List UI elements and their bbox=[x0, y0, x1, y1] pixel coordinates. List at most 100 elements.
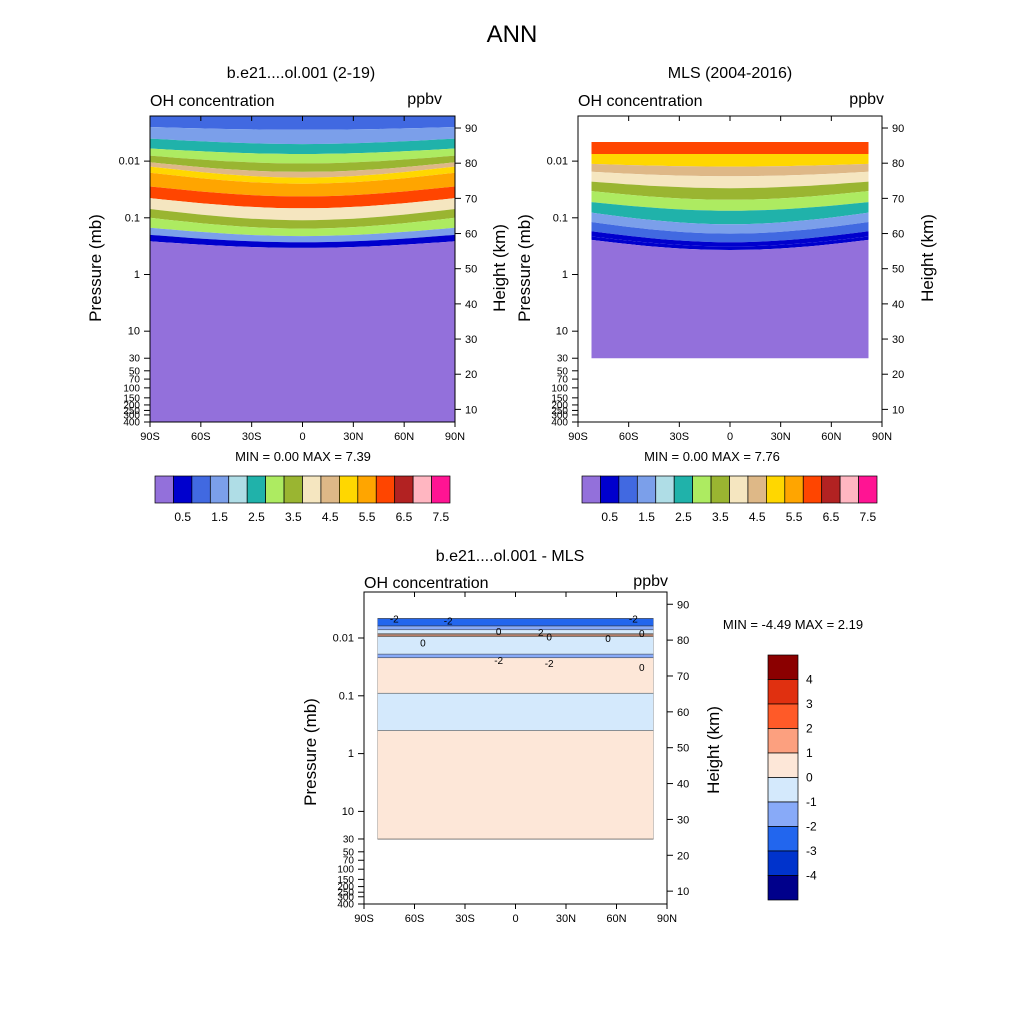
panel-obs-colorbar: 0.5 1.5 2.5 3.5 4.5 5.5 6.5 7.5 bbox=[581, 475, 878, 524]
pressure-tick-label: 1 bbox=[562, 269, 568, 281]
colorbar-swatch bbox=[767, 679, 799, 705]
colorbar-label: 6.5 bbox=[823, 510, 840, 524]
colorbar-swatch bbox=[246, 475, 266, 504]
colorbar-label: -4 bbox=[806, 869, 817, 883]
panel-model: b.e21....ol.001 (2-19) OH concentration … bbox=[86, 65, 509, 524]
colorbar-label: 7.5 bbox=[859, 510, 876, 524]
contour-band bbox=[150, 234, 455, 248]
contour-line-label: 0 bbox=[420, 639, 426, 650]
panel-model-left-label: OH concentration bbox=[150, 93, 275, 110]
contour-band bbox=[591, 222, 869, 243]
height-tick-label: 30 bbox=[677, 814, 689, 826]
colorbar-swatch bbox=[302, 475, 322, 504]
pressure-tick-label: 70 bbox=[343, 856, 355, 867]
panel-diff-left-label: OH concentration bbox=[364, 575, 489, 592]
lat-tick-label: 30S bbox=[455, 913, 475, 925]
colorbar-swatch bbox=[394, 475, 414, 504]
panel-obs-left-label: OH concentration bbox=[578, 93, 703, 110]
colorbar-swatch bbox=[375, 475, 396, 504]
contour-band bbox=[377, 730, 654, 840]
height-tick-label: 90 bbox=[465, 123, 477, 135]
contour-band bbox=[591, 236, 869, 250]
colorbar-swatch bbox=[209, 475, 230, 504]
contour-band bbox=[591, 163, 869, 177]
pressure-tick-label: 200 bbox=[337, 882, 354, 893]
pressure-tick-label: 1 bbox=[134, 269, 140, 281]
pressure-tick-label: 50 bbox=[343, 847, 355, 858]
pressure-tick-label: 50 bbox=[557, 366, 569, 377]
figure-title: ANN bbox=[487, 21, 538, 48]
contour-band bbox=[150, 172, 455, 197]
height-tick-label: 20 bbox=[465, 369, 477, 381]
contour-line-label: 0 bbox=[496, 627, 502, 638]
height-tick-label: 60 bbox=[465, 229, 477, 241]
pressure-tick-label: 300 bbox=[337, 892, 354, 903]
height-tick-label: 70 bbox=[465, 193, 477, 205]
colorbar-label: -3 bbox=[806, 844, 817, 858]
contour-line-label: 0 bbox=[639, 663, 645, 674]
contour-band bbox=[150, 127, 455, 145]
pressure-tick-label: 0.1 bbox=[553, 212, 568, 224]
height-tick-label: 80 bbox=[465, 158, 477, 170]
colorbar-swatch bbox=[357, 475, 377, 504]
contour-band bbox=[150, 209, 455, 229]
contour-line-label: -2 bbox=[390, 615, 399, 626]
colorbar-label: 4.5 bbox=[749, 510, 766, 524]
pressure-tick-label: 0.01 bbox=[547, 156, 568, 168]
pressure-tick-label: 250 bbox=[123, 406, 140, 417]
colorbar-label: 3.5 bbox=[285, 510, 302, 524]
panel-obs: MLS (2004-2016) OH concentration ppbv 0.… bbox=[515, 65, 937, 524]
pressure-tick-label: 100 bbox=[337, 865, 354, 876]
height-tick-label: 60 bbox=[677, 707, 689, 719]
lat-tick-label: 90N bbox=[657, 913, 677, 925]
pressure-tick-label: 400 bbox=[551, 418, 568, 429]
colorbar-label: 5.5 bbox=[359, 510, 376, 524]
pressure-tick-label: 50 bbox=[129, 366, 141, 377]
pressure-tick-label: 300 bbox=[551, 410, 568, 421]
height-tick-label: 50 bbox=[892, 264, 904, 276]
height-tick-label: 80 bbox=[677, 635, 689, 647]
panel-diff-minmax: MIN = -4.49 MAX = 2.19 bbox=[723, 617, 863, 632]
lat-tick-label: 90N bbox=[872, 431, 892, 443]
contour-line-label: -2 bbox=[629, 615, 638, 626]
colorbar-swatch bbox=[173, 475, 193, 504]
pressure-tick-label: 300 bbox=[123, 410, 140, 421]
colorbar-label: 5.5 bbox=[786, 510, 803, 524]
panel-obs-ylabel: Pressure (mb) bbox=[515, 214, 534, 322]
colorbar-swatch bbox=[767, 728, 799, 754]
colorbar-label: -1 bbox=[806, 795, 817, 809]
height-tick-label: 50 bbox=[677, 743, 689, 755]
height-tick-label: 90 bbox=[892, 123, 904, 135]
contour-band bbox=[591, 191, 869, 211]
contour-band bbox=[591, 171, 869, 189]
colorbar-label: 1 bbox=[806, 746, 813, 760]
height-tick-label: 50 bbox=[465, 264, 477, 276]
colorbar-swatch bbox=[191, 475, 211, 504]
contour-band bbox=[150, 241, 455, 422]
contour-band bbox=[150, 166, 455, 184]
colorbar-label: 0.5 bbox=[601, 510, 618, 524]
colorbar-swatch bbox=[339, 475, 359, 504]
plot-frame bbox=[363, 591, 668, 905]
colorbar-swatch bbox=[767, 703, 799, 729]
lat-tick-label: 30N bbox=[556, 913, 576, 925]
height-tick-label: 20 bbox=[892, 369, 904, 381]
pressure-tick-label: 150 bbox=[551, 393, 568, 404]
colorbar-label: 1.5 bbox=[638, 510, 655, 524]
colorbar-label: 4 bbox=[806, 673, 813, 687]
colorbar-swatch bbox=[710, 475, 730, 504]
colorbar-swatch bbox=[839, 475, 859, 504]
panel-obs-units: ppbv bbox=[849, 91, 884, 108]
contour-band bbox=[377, 625, 654, 631]
colorbar-label: 2 bbox=[806, 722, 813, 736]
panel-obs-plot: 0.010.1110305070100150200250300400908070… bbox=[547, 115, 904, 443]
height-tick-label: 40 bbox=[465, 299, 477, 311]
lat-tick-label: 0 bbox=[727, 431, 733, 443]
colorbar-swatch bbox=[320, 475, 340, 504]
colorbar-swatch bbox=[412, 475, 432, 504]
colorbar-swatch bbox=[655, 475, 675, 504]
pressure-tick-label: 30 bbox=[343, 834, 355, 845]
height-tick-label: 20 bbox=[677, 850, 689, 862]
height-tick-label: 80 bbox=[892, 158, 904, 170]
colorbar-swatch bbox=[767, 850, 799, 876]
